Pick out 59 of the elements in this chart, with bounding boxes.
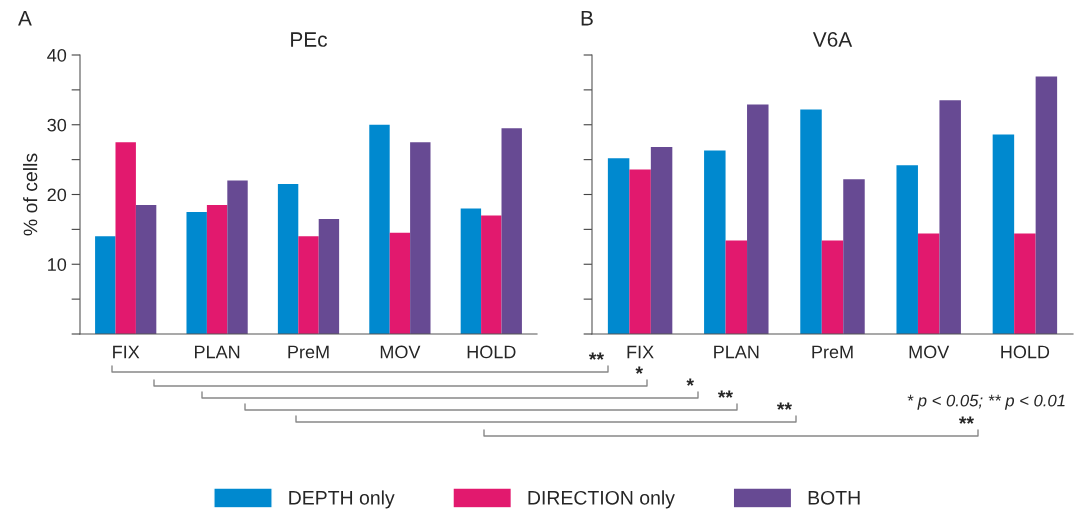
bar [650,147,673,334]
bar [607,158,630,334]
bar [939,100,961,334]
legend-label: DIRECTION only [528,490,675,509]
x-tick-label: HOLD [467,345,516,359]
bar [389,232,411,334]
x-tick-label: FIX [113,345,140,359]
bar [277,184,299,334]
bar [896,165,918,334]
bar [821,240,844,334]
bar [1035,76,1058,334]
text: * p < 0.05; ** p < 0.01 [907,394,1065,410]
text: * [635,366,643,374]
y-tick-label: 30 [47,118,67,132]
text: B [581,11,593,26]
text: * [686,378,694,386]
legend-label: BOTH [808,490,860,505]
chart-title: V6A [812,32,853,47]
x-tick-label: MOV [380,345,421,359]
bar [135,204,157,334]
y-tick-label: 10 [48,258,67,271]
text: ** [717,390,733,398]
bar [95,236,116,334]
y-axis-title: % of cells [23,153,38,236]
bar [917,233,940,334]
bar [318,218,340,334]
text: ** [776,402,792,410]
bar [725,240,748,334]
bar [298,236,319,334]
bar [800,109,822,334]
bar [1014,233,1036,334]
y-tick-label: 40 [47,48,67,62]
text: ** [588,352,604,360]
bar [501,128,522,334]
bar [704,150,726,334]
bar [186,211,207,334]
bar [206,204,228,334]
x-tick-label: PLAN [195,345,240,359]
x-tick-label: PLAN [714,345,759,359]
text: ** [958,416,974,424]
x-tick-label: HOLD [1001,345,1050,359]
bar [481,215,502,334]
bar [747,104,769,334]
bar [115,142,136,334]
x-tick-label: FIX [627,345,654,359]
y-tick-label: 20 [47,188,67,202]
text: A [18,11,32,26]
x-tick-label: MOV [909,345,950,359]
bar [992,134,1015,334]
bar [460,208,482,334]
legend-label: DEPTH only [289,490,395,509]
bar [410,142,431,334]
x-tick-label: PreM [812,345,853,359]
bar [629,169,651,334]
x-tick-label: PreM [288,345,329,359]
chart-title: PEc [291,32,328,47]
bar [227,180,248,334]
bar [843,179,865,334]
bar [369,124,390,334]
